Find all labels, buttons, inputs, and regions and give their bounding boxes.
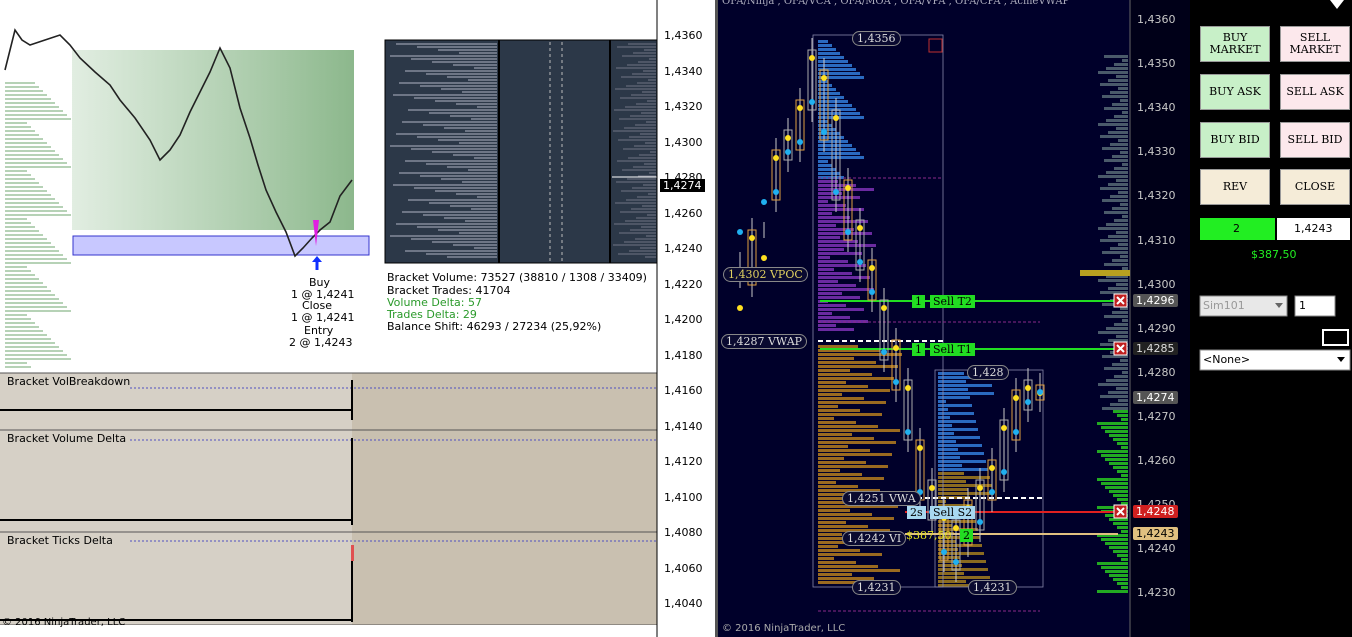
- bracket-stat: Trades Delta: 29: [387, 308, 477, 321]
- y-tick-label: 1,4290: [1137, 321, 1176, 335]
- bracket-stat: Volume Delta: 57: [387, 296, 482, 309]
- y-tick-label: 1,4310: [1137, 233, 1176, 247]
- axis-flag: 1,4248: [1133, 505, 1178, 518]
- buy-arrow: [312, 256, 322, 270]
- y-tick-label: 1,4240: [1137, 542, 1176, 556]
- trade-marker: Buy: [309, 276, 331, 289]
- cancel-icons: [1113, 293, 1128, 519]
- left-axis: [657, 0, 715, 637]
- y-tick-label: 1,4300: [1137, 277, 1176, 291]
- current-price: 1,4274: [660, 179, 705, 192]
- bracket-stat: Bracket Trades: 41704: [387, 284, 511, 297]
- position-qty: 2: [1233, 222, 1240, 235]
- profile-box: [384, 39, 658, 264]
- order-button[interactable]: BUY MARKET: [1200, 26, 1270, 62]
- y-tick-label: 1,4350: [1137, 57, 1176, 71]
- order-label[interactable]: 1: [912, 295, 925, 308]
- order-label[interactable]: 2: [960, 529, 973, 542]
- indicators: OFA/Ninja , OFA/VCA , OFA/MOA , OFA/VPA …: [722, 0, 1070, 7]
- order-label[interactable]: Sell T1: [930, 343, 975, 356]
- candles: [737, 38, 1045, 582]
- y-tick-label: 1,4330: [1137, 145, 1176, 159]
- price-line: [4, 28, 353, 258]
- quantity-input[interactable]: 1: [1299, 299, 1306, 312]
- order-label[interactable]: 2s: [907, 506, 926, 519]
- y-tick-label: 1,4100: [664, 490, 703, 504]
- y-tick-label: 1,4340: [664, 64, 703, 78]
- order-label[interactable]: $387,50: [906, 529, 952, 542]
- y-tick-label: 1,4280: [1137, 365, 1176, 379]
- trade-marker: 2 @ 1,4243: [289, 336, 353, 349]
- y-tick-label: 1,4270: [1137, 409, 1176, 423]
- order-button[interactable]: SELL MARKET: [1280, 26, 1350, 62]
- y-tick-label: 1,4320: [1137, 189, 1176, 203]
- y-tick-label: 1,4260: [1137, 454, 1176, 467]
- trade-marker: 1 @ 1,4241: [291, 311, 355, 324]
- y-tick-label: 1,4220: [664, 277, 703, 291]
- order-button[interactable]: SELL ASK: [1280, 74, 1350, 110]
- level-label: 1,4356: [852, 31, 901, 46]
- y-tick-label: 1,4040: [664, 597, 703, 610]
- y-tick-label: 1,4080: [664, 526, 703, 539]
- level-label: 1,4287 VWAP: [721, 334, 808, 349]
- heat-band: [72, 50, 354, 230]
- y-tick-label: 1,4060: [664, 561, 703, 575]
- left-volume-profile: [5, 82, 71, 368]
- bracket-stat: Bracket Volume: 73527 (38810 / 1308 / 33…: [387, 271, 647, 284]
- pnl: $387,50: [1251, 248, 1297, 261]
- level-label: 1,4242 VI: [842, 531, 907, 546]
- order-label[interactable]: 1: [912, 343, 925, 356]
- order-button[interactable]: SELL BID: [1280, 122, 1350, 158]
- y-tick-label: 1,4240: [664, 242, 703, 255]
- order-button[interactable]: REV: [1200, 169, 1270, 205]
- level-label: 1,4231: [968, 580, 1017, 595]
- y-tick-label: 1,4120: [664, 455, 703, 468]
- panel-title: Bracket VolBreakdown: [7, 375, 131, 388]
- trade-marker: Close: [302, 299, 332, 312]
- panel-title: Bracket Volume Delta: [7, 432, 127, 445]
- level-label: 1,428: [967, 365, 1009, 380]
- axis-flag: 1,4296: [1133, 294, 1178, 307]
- order-button[interactable]: BUY BID: [1200, 122, 1270, 158]
- marker: [313, 220, 319, 246]
- axis-flag: 1,4285: [1133, 342, 1178, 355]
- bracket-box: [72, 235, 370, 256]
- y-tick-label: 1,4140: [664, 419, 703, 433]
- avg-price: 1,4243: [1294, 222, 1333, 235]
- level-label: 1,4302 VPOC: [723, 267, 808, 282]
- y-tick-label: 1,4360: [664, 29, 703, 42]
- right-pane: [718, 0, 1130, 637]
- profile-bars: [390, 43, 656, 258]
- axis-flag: 1,4243: [1133, 527, 1178, 540]
- panel-title: Bracket Ticks Delta: [7, 534, 113, 547]
- y-tick-label: 1,4230: [1137, 586, 1176, 600]
- y-tick-label: 1,4320: [664, 100, 703, 113]
- copyright: © 2016 NinjaTrader, LLC: [722, 623, 846, 634]
- y-tick-label: 1,4160: [664, 384, 703, 397]
- y-tick-label: 1,4200: [664, 313, 703, 326]
- copyright: © 2016 NinjaTrader, LLC: [2, 617, 126, 628]
- bracket-stat: Balance Shift: 46293 / 27234 (25,92%): [387, 320, 602, 333]
- order-button[interactable]: BUY ASK: [1200, 74, 1270, 110]
- level-label: 1,4251 VWA: [842, 491, 921, 506]
- account-select[interactable]: Sim101: [1203, 299, 1245, 312]
- order-button[interactable]: CLOSE: [1280, 169, 1350, 205]
- y-tick-label: 1,4360: [1137, 13, 1176, 26]
- atm-select[interactable]: <None>: [1203, 353, 1251, 366]
- y-tick-label: 1,4340: [1137, 101, 1176, 115]
- y-tick-label: 1,4260: [664, 206, 703, 220]
- order-label[interactable]: Sell S2: [930, 506, 976, 519]
- axis-flag: 1,4274: [1133, 391, 1178, 404]
- y-tick-label: 1,4180: [664, 348, 703, 362]
- order-label[interactable]: Sell T2: [930, 295, 975, 308]
- y-tick-label: 1,4300: [664, 135, 703, 149]
- level-label: 1,4231: [852, 580, 901, 595]
- trade-marker: Entry: [304, 324, 334, 337]
- trade-marker: 1 @ 1,4241: [291, 288, 355, 301]
